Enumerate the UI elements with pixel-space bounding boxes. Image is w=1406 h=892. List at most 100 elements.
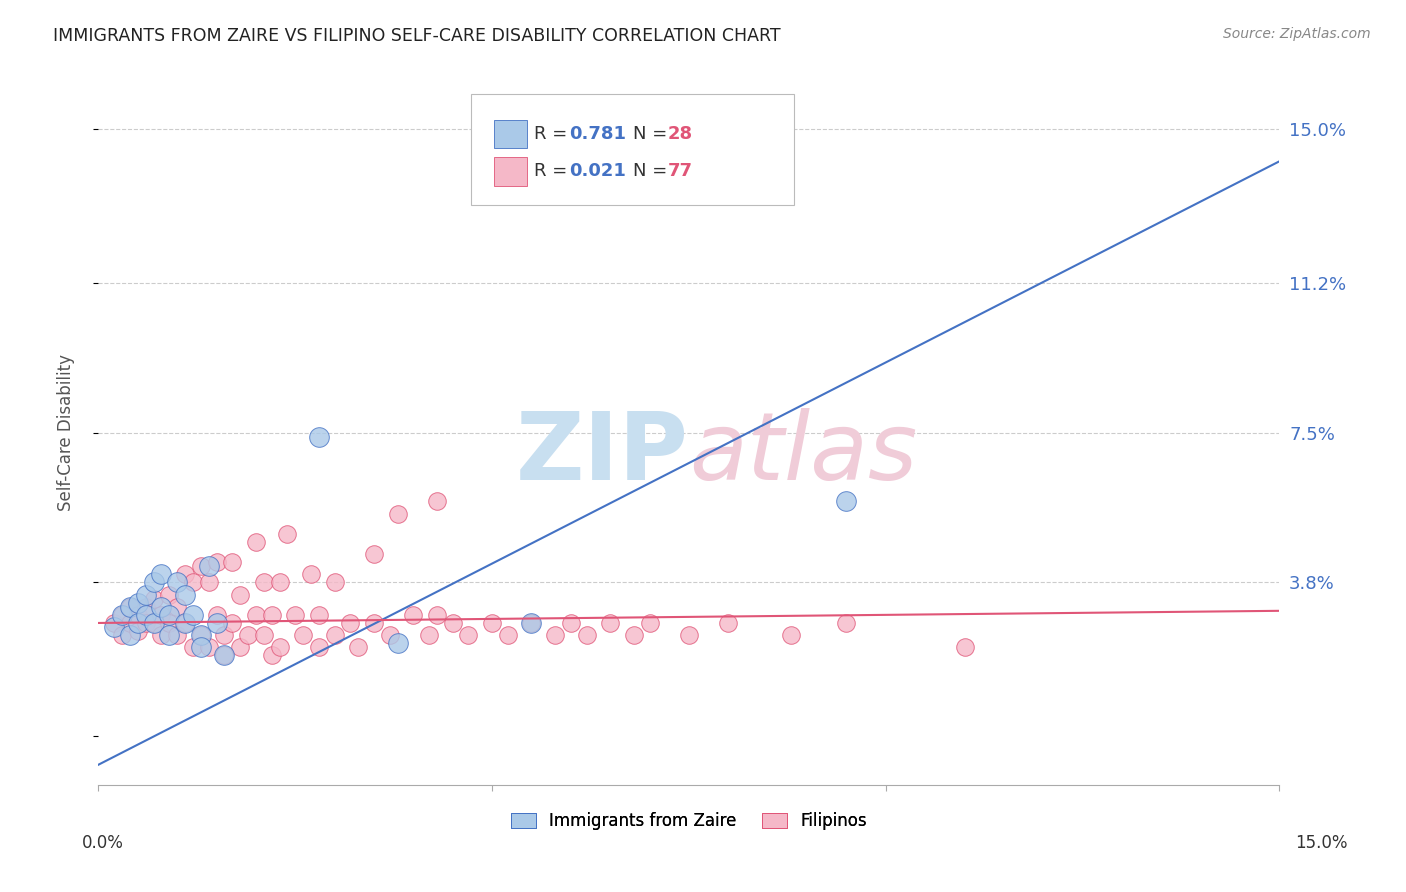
Point	[835, 494, 858, 508]
Point	[150, 607, 173, 622]
Point	[157, 615, 180, 630]
Point	[481, 615, 503, 630]
Point	[214, 628, 236, 642]
Point	[166, 628, 188, 642]
Point	[190, 559, 212, 574]
Point	[363, 547, 385, 561]
Point	[269, 640, 291, 655]
Text: N =: N =	[633, 125, 672, 143]
Point	[308, 430, 330, 444]
Point	[520, 615, 543, 630]
Point	[221, 615, 243, 630]
Point	[118, 615, 141, 630]
Point	[835, 615, 858, 630]
Point	[308, 640, 330, 655]
Point	[181, 575, 204, 590]
Point	[181, 607, 204, 622]
Point	[205, 607, 228, 622]
Point	[387, 636, 409, 650]
Point	[678, 628, 700, 642]
Point	[118, 599, 141, 614]
Point	[339, 615, 361, 630]
Point	[260, 648, 283, 663]
Point	[190, 628, 212, 642]
Text: 0.021: 0.021	[569, 162, 626, 180]
Point	[118, 599, 141, 614]
Point	[276, 527, 298, 541]
Point	[127, 615, 149, 630]
Point	[157, 588, 180, 602]
Point	[402, 607, 425, 622]
Point	[253, 628, 276, 642]
Point	[174, 615, 197, 630]
Text: atlas: atlas	[689, 409, 917, 500]
Point	[544, 628, 567, 642]
Point	[953, 640, 976, 655]
Point	[142, 615, 165, 630]
Point	[111, 628, 134, 642]
Point	[111, 607, 134, 622]
Point	[214, 648, 236, 663]
Point	[347, 640, 370, 655]
Y-axis label: Self-Care Disability: Self-Care Disability	[56, 354, 75, 511]
Point	[150, 567, 173, 582]
Text: 0.0%: 0.0%	[82, 834, 124, 852]
Point	[127, 624, 149, 638]
Point	[387, 507, 409, 521]
Point	[638, 615, 661, 630]
Point	[229, 640, 252, 655]
Point	[181, 640, 204, 655]
Point	[150, 599, 173, 614]
Text: R =: R =	[534, 125, 574, 143]
Point	[197, 575, 219, 590]
Point	[197, 559, 219, 574]
Point	[221, 555, 243, 569]
Point	[308, 607, 330, 622]
Point	[205, 555, 228, 569]
Point	[229, 588, 252, 602]
Point	[157, 628, 180, 642]
Point	[135, 607, 157, 622]
Point	[135, 599, 157, 614]
Legend: Immigrants from Zaire, Filipinos: Immigrants from Zaire, Filipinos	[505, 805, 873, 837]
Point	[103, 615, 125, 630]
Point	[363, 615, 385, 630]
Point	[245, 607, 267, 622]
Point	[426, 607, 449, 622]
Point	[323, 575, 346, 590]
Point	[245, 535, 267, 549]
Point	[127, 596, 149, 610]
Point	[166, 599, 188, 614]
Point	[166, 575, 188, 590]
Point	[142, 575, 165, 590]
Point	[205, 615, 228, 630]
Point	[135, 588, 157, 602]
Point	[717, 615, 740, 630]
Point	[457, 628, 479, 642]
Point	[520, 615, 543, 630]
Point	[496, 628, 519, 642]
Point	[174, 615, 197, 630]
Text: ZIP: ZIP	[516, 408, 689, 500]
Point	[174, 588, 197, 602]
Point	[560, 615, 582, 630]
Point	[253, 575, 276, 590]
Point	[623, 628, 645, 642]
Text: 77: 77	[668, 162, 693, 180]
Point	[269, 575, 291, 590]
Point	[127, 607, 149, 622]
Point	[284, 607, 307, 622]
Point	[292, 628, 315, 642]
Point	[197, 640, 219, 655]
Text: IMMIGRANTS FROM ZAIRE VS FILIPINO SELF-CARE DISABILITY CORRELATION CHART: IMMIGRANTS FROM ZAIRE VS FILIPINO SELF-C…	[53, 27, 782, 45]
Point	[299, 567, 322, 582]
Point	[426, 494, 449, 508]
Point	[150, 628, 173, 642]
Text: Source: ZipAtlas.com: Source: ZipAtlas.com	[1223, 27, 1371, 41]
Point	[575, 628, 598, 642]
Point	[190, 628, 212, 642]
Text: 15.0%: 15.0%	[1295, 834, 1348, 852]
Text: 0.781: 0.781	[569, 125, 627, 143]
Point	[190, 640, 212, 655]
Point	[441, 615, 464, 630]
